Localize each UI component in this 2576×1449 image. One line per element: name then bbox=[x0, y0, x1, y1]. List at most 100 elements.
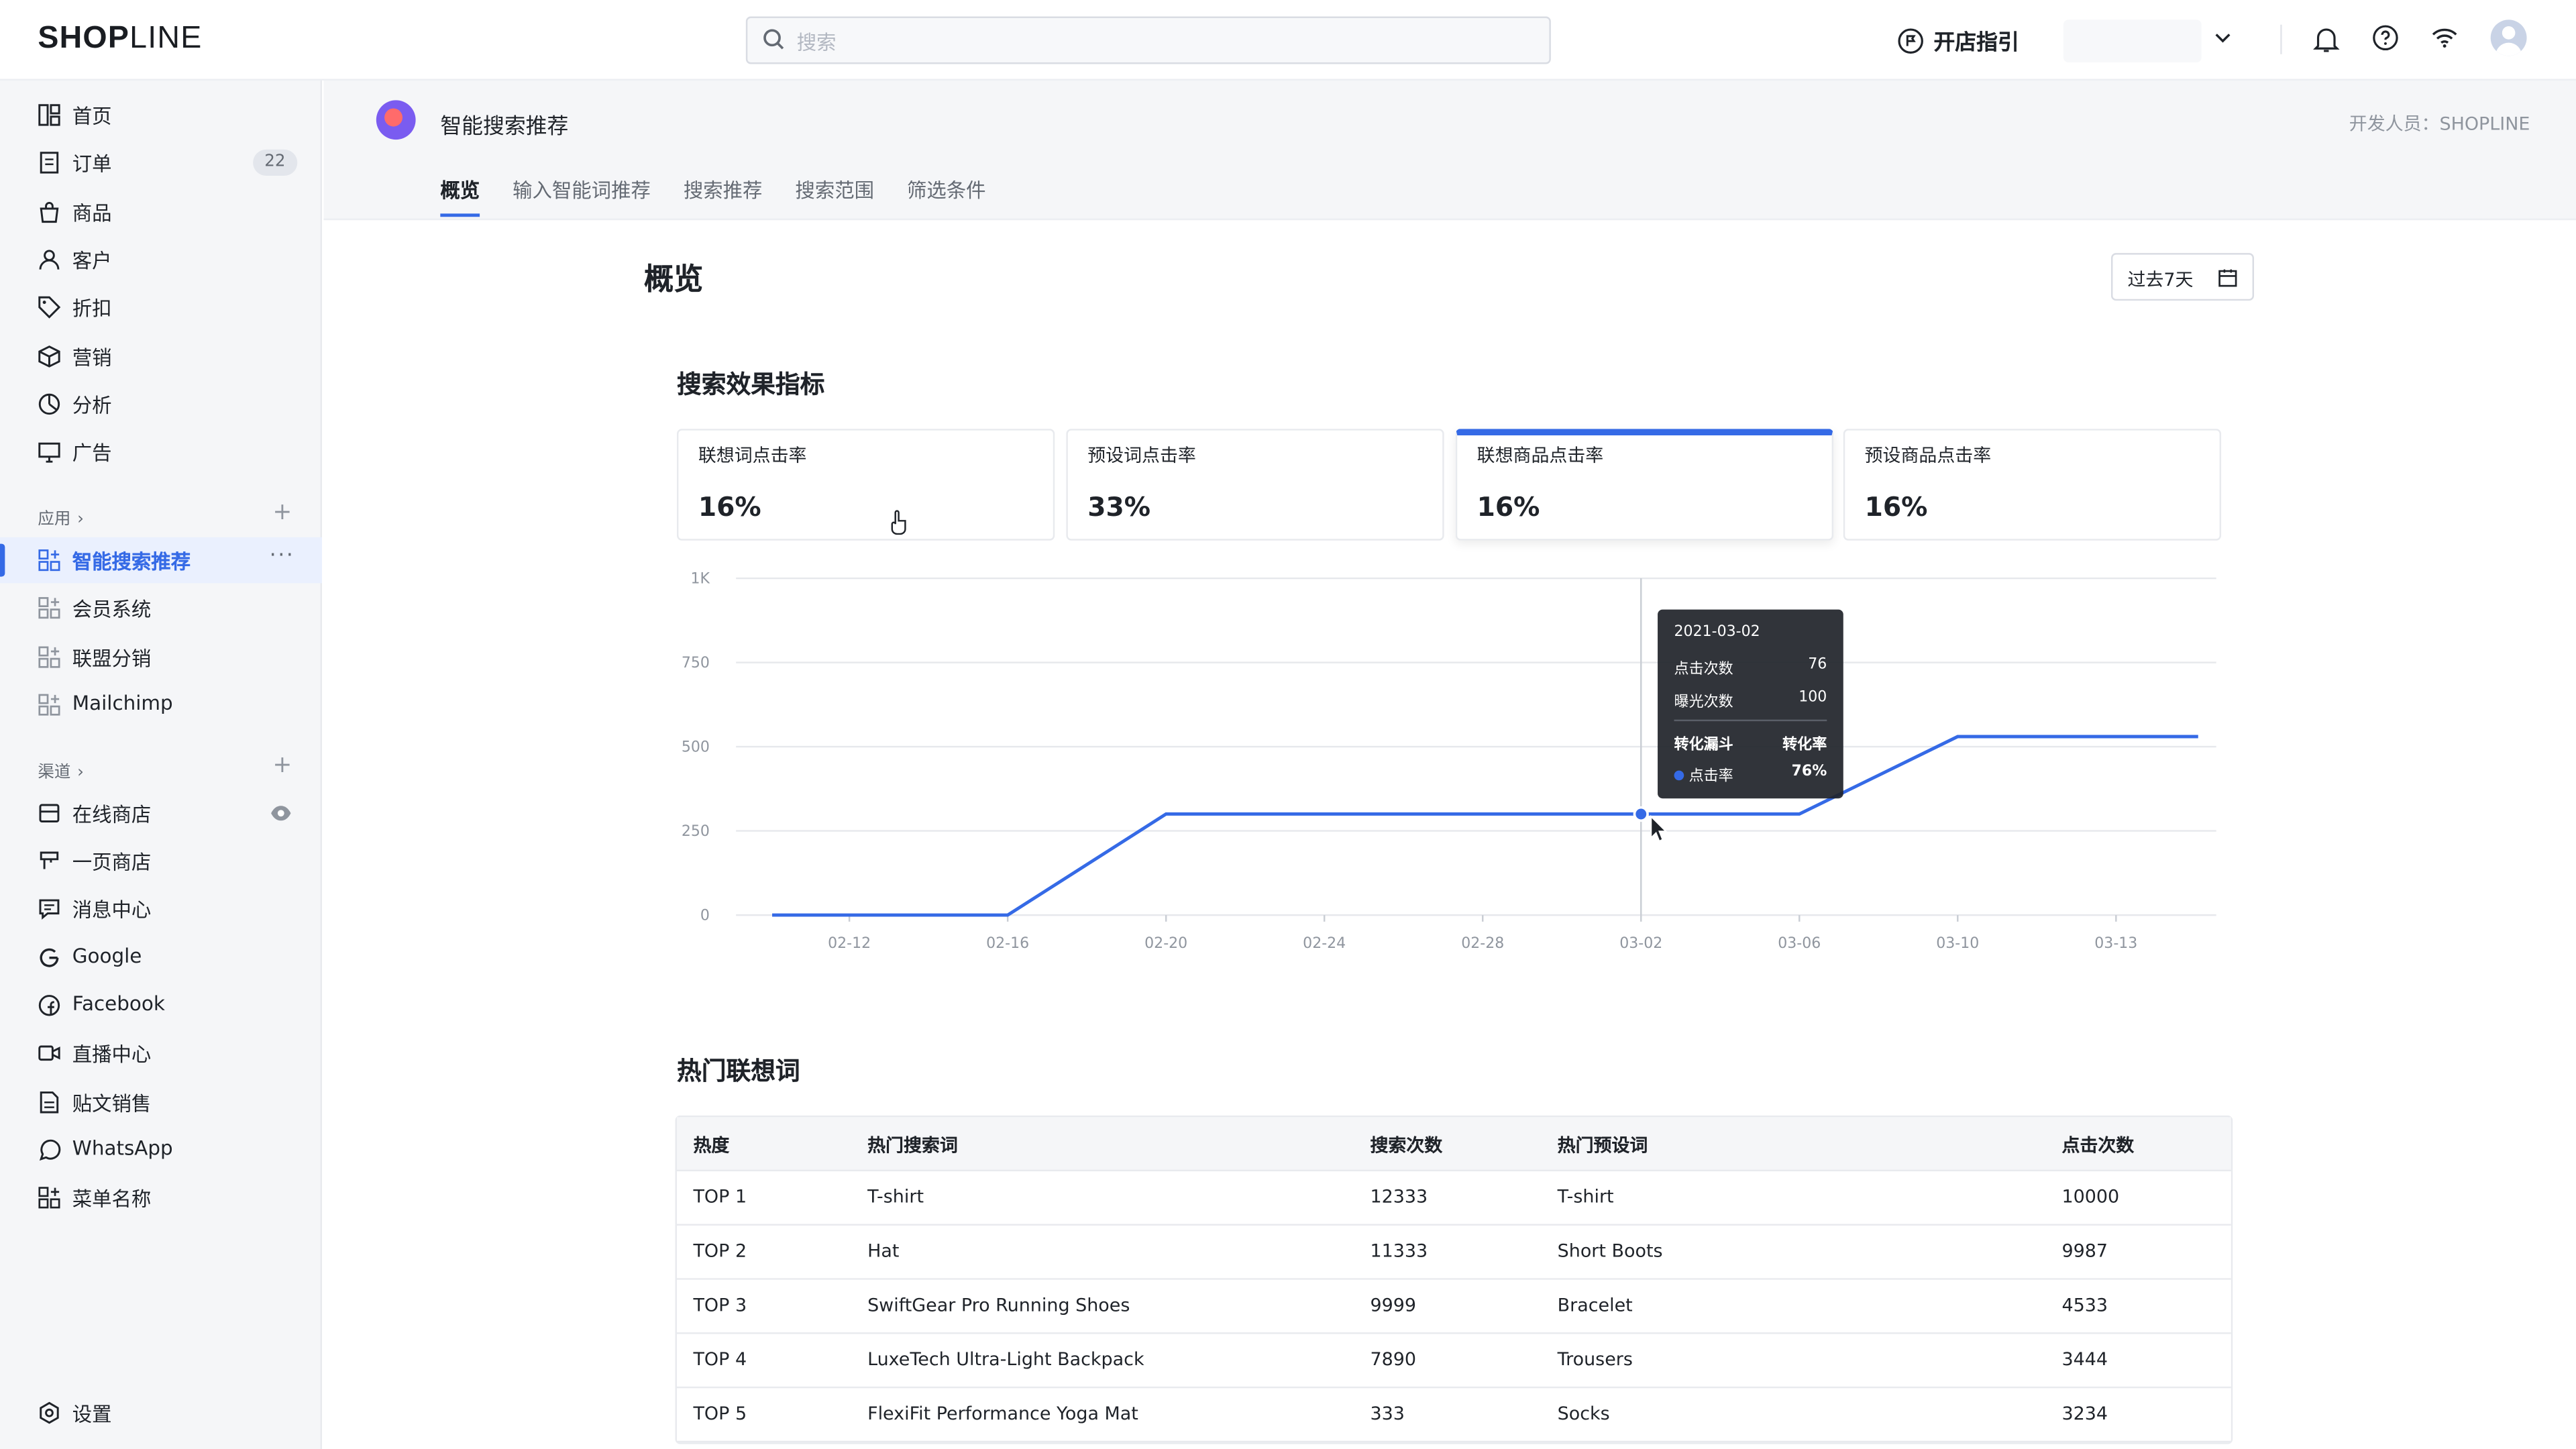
nav-label: 广告 bbox=[72, 441, 112, 466]
tooltip-divider bbox=[1674, 719, 1827, 722]
search-icon bbox=[763, 29, 784, 50]
search-input[interactable]: 搜索 bbox=[745, 16, 1551, 64]
logo-bold: SHOP bbox=[38, 21, 130, 56]
apps-icon bbox=[38, 694, 60, 716]
avatar[interactable] bbox=[2490, 19, 2527, 56]
store-icon bbox=[39, 804, 60, 822]
table-row[interactable]: TOP 4 LuxeTech Ultra-Light Backpack 7890 Tr… bbox=[676, 1334, 2231, 1389]
sidebar-app-3[interactable]: Mailchimp bbox=[0, 682, 322, 728]
tooltip-rate-value: 76% bbox=[1791, 763, 1827, 781]
metric-label: 预设词点击率 bbox=[1087, 445, 1196, 467]
table-cell: 11333 bbox=[1370, 1240, 1428, 1262]
highlight-point[interactable] bbox=[1633, 806, 1649, 822]
metric-value: 16% bbox=[1864, 491, 1928, 523]
tooltip-date-row: 2021-03-02 bbox=[1674, 625, 1827, 641]
sidebar-channel-6[interactable]: 贴文销售 bbox=[0, 1079, 322, 1126]
bell-icon[interactable] bbox=[2313, 25, 2340, 54]
table-row[interactable]: TOP 3 SwiftGear Pro Running Shoes 9999 Brac… bbox=[676, 1279, 2231, 1334]
sidebar-item-0[interactable]: 首页 bbox=[0, 92, 322, 138]
eye-icon[interactable] bbox=[270, 804, 292, 823]
sidebar-item-1[interactable]: 订单 22 bbox=[0, 140, 322, 186]
metric-card[interactable]: 预设词点击率 33% bbox=[1066, 429, 1444, 541]
settings-icon bbox=[40, 1401, 59, 1424]
column-header: 点击次数 bbox=[2061, 1135, 2135, 1157]
x-tick-label: 02-12 bbox=[828, 935, 871, 952]
channels-section-label[interactable]: 渠道 › bbox=[38, 757, 84, 782]
tag-icon bbox=[38, 296, 61, 319]
table-cell: Trousers bbox=[1557, 1348, 1633, 1371]
shopline-logo[interactable]: SHOPLINE bbox=[38, 21, 202, 58]
tab-3[interactable]: 搜索范围 bbox=[795, 178, 875, 203]
nav-label: 客户 bbox=[72, 250, 112, 273]
tab-bar: 概览 输入智能词推荐 搜索推荐 搜索范围 筛选条件 bbox=[440, 176, 986, 217]
sidebar-item-6[interactable]: 分析 bbox=[0, 381, 322, 427]
store-selector[interactable] bbox=[2063, 19, 2202, 63]
sidebar-channel-8[interactable]: 菜单名称 bbox=[0, 1175, 322, 1221]
tab-4[interactable]: 筛选条件 bbox=[907, 178, 986, 203]
series-dot-icon bbox=[1674, 770, 1684, 781]
nav-label: Mailchimp bbox=[72, 692, 173, 715]
sidebar-settings[interactable]: 设置 bbox=[0, 1390, 322, 1436]
x-tick-label: 02-28 bbox=[1461, 935, 1504, 952]
table-cell: T-shirt bbox=[867, 1186, 924, 1208]
tab-2[interactable]: 搜索推荐 bbox=[683, 178, 763, 203]
sidebar-app-2[interactable]: 联盟分销 bbox=[0, 634, 322, 680]
sidebar-channel-1[interactable]: 一页商店 bbox=[0, 838, 322, 884]
metric-card[interactable]: 预设商品点击率 16% bbox=[1843, 429, 2222, 541]
metric-card[interactable]: 联想商品点击率 16% bbox=[1455, 429, 1834, 541]
tab-1[interactable]: 输入智能词推荐 bbox=[513, 178, 651, 203]
y-tick-label: 0 bbox=[700, 907, 710, 924]
sidebar-channel-2[interactable]: 消息中心 bbox=[0, 885, 322, 932]
column-header: 热门预设词 bbox=[1557, 1135, 1648, 1157]
sidebar-item-3[interactable]: 客户 bbox=[0, 237, 322, 283]
sidebar-item-7[interactable]: 广告 bbox=[0, 429, 322, 475]
add-app-icon[interactable]: + bbox=[272, 499, 292, 526]
x-tick-label: 02-16 bbox=[986, 935, 1029, 952]
dashboard-icon bbox=[38, 104, 60, 126]
message-icon bbox=[39, 899, 60, 920]
sidebar-channel-5[interactable]: 直播中心 bbox=[0, 1030, 322, 1077]
sidebar-item-4[interactable]: 折扣 bbox=[0, 284, 322, 331]
chevron-down-icon[interactable] bbox=[2213, 28, 2233, 48]
sidebar-item-5[interactable]: 营销 bbox=[0, 333, 322, 380]
tooltip-row: 曝光次数 100 bbox=[1674, 690, 1827, 712]
table-row[interactable]: TOP 5 FlexiFit Performance Yoga Mat 333 Soc… bbox=[676, 1388, 2231, 1443]
sidebar-channel-3[interactable]: Google bbox=[0, 934, 322, 981]
line-chart: 0 250 500 750 1K 02-12 02-16 02-20 02-24 02-28 03-… bbox=[682, 570, 2216, 952]
order-icon bbox=[40, 152, 59, 174]
wifi-icon[interactable] bbox=[2432, 25, 2458, 51]
tooltip-row-value: 76 bbox=[1808, 657, 1827, 674]
series-line bbox=[772, 735, 2198, 917]
nav-label: 营销 bbox=[72, 346, 112, 370]
table-cell: 9987 bbox=[2061, 1240, 2108, 1262]
metric-card[interactable]: 联想词点击率 16% bbox=[676, 429, 1055, 541]
apps-icon bbox=[38, 646, 60, 668]
date-range-picker[interactable]: 过去7天 bbox=[2110, 253, 2255, 301]
page-title: 概览 bbox=[644, 262, 704, 298]
sidebar-channel-7[interactable]: WhatsApp bbox=[0, 1127, 322, 1173]
apps-section-label[interactable]: 应用 › bbox=[38, 504, 84, 529]
sidebar-channel-4[interactable]: Facebook bbox=[0, 983, 322, 1029]
metric-value: 33% bbox=[1087, 491, 1151, 523]
sidebar-item-2[interactable]: 商品 bbox=[0, 189, 322, 235]
tab-0[interactable]: 概览 bbox=[440, 176, 480, 217]
nav-label: 首页 bbox=[72, 105, 112, 129]
order-count-badge: 22 bbox=[253, 149, 297, 176]
sidebar-app-1[interactable]: 会员系统 bbox=[0, 585, 322, 631]
store-guide-button[interactable]: 开店指引 bbox=[1898, 25, 2019, 56]
developer-label: 开发人员：SHOPLINE bbox=[2349, 113, 2530, 135]
date-range-label: 过去7天 bbox=[2127, 269, 2194, 291]
tooltip-rate-row: 点击率 76% bbox=[1674, 764, 1827, 786]
table-cell: T-shirt bbox=[1557, 1186, 1614, 1208]
flag-icon bbox=[1898, 28, 1923, 53]
sidebar-channel-0[interactable]: 在线商店 bbox=[0, 790, 322, 837]
help-icon[interactable] bbox=[2372, 25, 2398, 51]
table-row[interactable]: TOP 2 Hat 11333 Short Boots 9987 bbox=[676, 1225, 2231, 1280]
sidebar-app-0[interactable]: 智能搜索推荐 ··· bbox=[0, 537, 323, 584]
add-channel-icon[interactable]: + bbox=[272, 752, 292, 779]
metric-value: 16% bbox=[1477, 491, 1540, 523]
table-row[interactable]: TOP 1 T-shirt 12333 T-shirt 10000 bbox=[676, 1171, 2231, 1226]
more-icon[interactable]: ··· bbox=[269, 543, 295, 569]
table-cell: TOP 3 bbox=[693, 1294, 747, 1316]
apps-section-text: 应用 bbox=[38, 511, 71, 529]
